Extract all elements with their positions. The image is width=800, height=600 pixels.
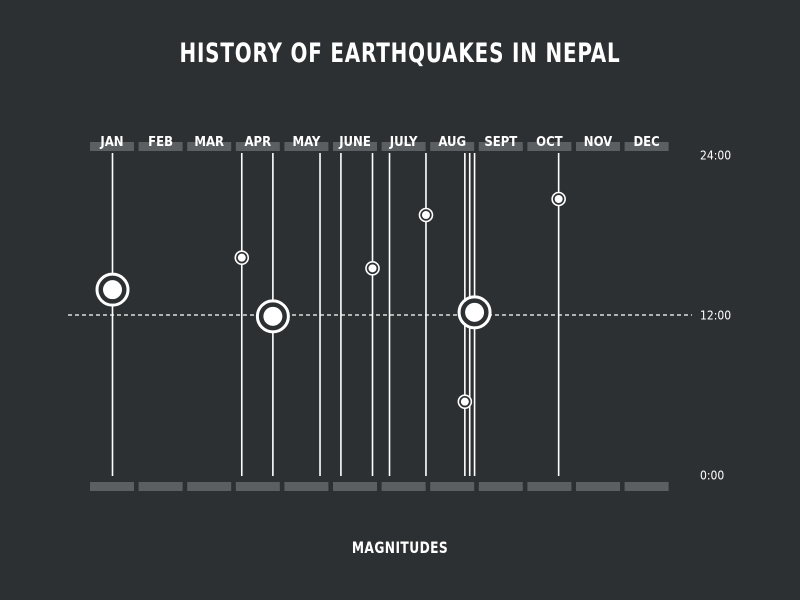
earthquake-marker: [95, 272, 130, 307]
marker-dot: [465, 302, 485, 322]
earthquake-marker: [457, 295, 492, 330]
earthquake-marker: [255, 299, 290, 334]
month-label-july: JULY: [389, 135, 418, 150]
month-band-bottom-aug: [430, 482, 475, 491]
month-band-top-mar: [187, 142, 232, 151]
month-band-top-nov: [576, 142, 620, 151]
month-label-mar: MAR: [194, 135, 224, 150]
month-band-top-apr: [235, 142, 280, 151]
marker-dot: [237, 253, 246, 262]
month-band-top-sept: [478, 142, 523, 151]
month-band-top-dec: [624, 142, 669, 151]
month-band-top-oct: [527, 142, 572, 151]
month-label-sept: SEPT: [484, 135, 517, 150]
marker-dot: [421, 211, 430, 219]
month-labels: JAN FEB MAR APR MAY JUNE JULY AUG SEPT OCT NOV DEC: [99, 135, 659, 150]
month-band-bottom-may: [284, 482, 329, 491]
month-label-nov: NOV: [584, 135, 612, 150]
earthquake-marker: [234, 250, 250, 265]
y-tick-label: 0:00: [700, 469, 724, 483]
earthquake-marker: [457, 394, 473, 409]
earthquake-marker: [551, 191, 566, 207]
month-label-june: JUNE: [338, 135, 371, 150]
month-band-bottom-apr: [235, 482, 280, 491]
event-markers: [95, 191, 566, 409]
marker-dot: [263, 306, 283, 326]
month-bands-bottom: [90, 482, 669, 491]
month-band-bottom-sept: [478, 482, 523, 491]
y-tick-label: 12:00: [700, 309, 731, 323]
month-band-top-may: [284, 142, 329, 151]
earthquake-marker: [365, 261, 380, 276]
month-band-bottom-june: [333, 482, 377, 491]
month-band-top-feb: [138, 142, 183, 151]
marker-dot: [554, 195, 563, 203]
month-label-apr: APR: [244, 135, 271, 150]
marker-dot: [460, 397, 469, 406]
month-band-bottom-mar: [187, 482, 232, 491]
y-axis-labels: 0:00 12:00 24:00: [700, 149, 731, 483]
earthquake-marker: [418, 207, 434, 223]
month-bands-top: [90, 142, 669, 151]
month-label-may: MAY: [292, 135, 320, 150]
month-band-top-june: [333, 142, 377, 151]
chart-title: HISTORY OF EARTHQUAKES IN NEPAL: [179, 38, 621, 69]
month-band-bottom-jan: [90, 482, 134, 491]
marker-dot: [103, 280, 122, 300]
month-band-top-july: [381, 142, 426, 151]
month-band-bottom-nov: [576, 482, 620, 491]
month-label-oct: OCT: [536, 135, 563, 150]
month-band-bottom-july: [381, 482, 426, 491]
month-label-aug: AUG: [438, 135, 466, 150]
month-label-feb: FEB: [148, 135, 173, 150]
marker-dot: [368, 264, 377, 273]
month-band-bottom-oct: [527, 482, 572, 491]
month-band-bottom-feb: [138, 482, 183, 491]
month-band-top-aug: [430, 142, 475, 151]
month-band-top-jan: [90, 142, 134, 151]
y-tick-label: 24:00: [700, 149, 731, 163]
magnitudes-label: MAGNITUDES: [351, 538, 449, 557]
month-label-jan: JAN: [99, 135, 123, 150]
month-label-dec: DEC: [633, 135, 659, 150]
month-band-bottom-dec: [624, 482, 669, 491]
